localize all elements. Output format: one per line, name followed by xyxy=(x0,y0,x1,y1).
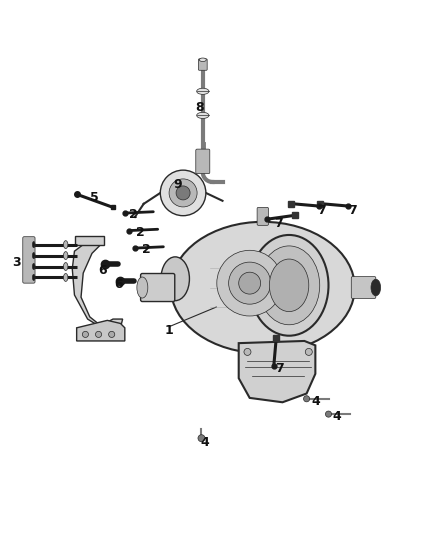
Ellipse shape xyxy=(197,88,209,94)
Circle shape xyxy=(229,262,271,304)
Ellipse shape xyxy=(199,58,206,61)
Text: 4: 4 xyxy=(311,395,320,408)
Circle shape xyxy=(176,186,190,200)
Ellipse shape xyxy=(137,277,148,298)
FancyBboxPatch shape xyxy=(23,237,35,283)
Polygon shape xyxy=(239,341,315,402)
Ellipse shape xyxy=(371,279,381,296)
Ellipse shape xyxy=(32,241,35,248)
Text: 6: 6 xyxy=(99,263,107,277)
Text: 7: 7 xyxy=(275,361,284,375)
Polygon shape xyxy=(77,320,125,341)
Circle shape xyxy=(239,272,261,294)
Circle shape xyxy=(169,179,197,207)
Ellipse shape xyxy=(64,252,68,260)
Ellipse shape xyxy=(197,112,209,118)
Ellipse shape xyxy=(171,222,355,353)
Ellipse shape xyxy=(250,235,328,336)
Text: 7: 7 xyxy=(318,204,326,217)
FancyBboxPatch shape xyxy=(198,59,207,70)
Circle shape xyxy=(109,332,115,337)
Circle shape xyxy=(217,251,283,316)
Text: 4: 4 xyxy=(200,436,209,449)
Circle shape xyxy=(325,411,332,417)
Polygon shape xyxy=(75,236,104,245)
Ellipse shape xyxy=(258,246,320,325)
Text: 7: 7 xyxy=(274,217,283,230)
Text: 1: 1 xyxy=(164,324,173,336)
Ellipse shape xyxy=(64,273,68,281)
Circle shape xyxy=(160,170,206,216)
FancyBboxPatch shape xyxy=(257,207,268,225)
Ellipse shape xyxy=(161,257,190,301)
Circle shape xyxy=(95,332,102,337)
Text: 8: 8 xyxy=(195,101,204,115)
FancyBboxPatch shape xyxy=(196,149,210,174)
Circle shape xyxy=(304,395,310,402)
Text: 4: 4 xyxy=(333,410,342,423)
Text: 6: 6 xyxy=(114,278,123,292)
Text: 2: 2 xyxy=(136,226,145,239)
Text: 3: 3 xyxy=(12,256,21,270)
Circle shape xyxy=(82,332,88,337)
Text: 2: 2 xyxy=(142,244,151,256)
Circle shape xyxy=(244,349,251,356)
Ellipse shape xyxy=(32,274,35,280)
FancyBboxPatch shape xyxy=(141,273,175,302)
Circle shape xyxy=(198,435,205,442)
Ellipse shape xyxy=(64,241,68,248)
Ellipse shape xyxy=(64,263,68,270)
Ellipse shape xyxy=(32,263,35,270)
FancyBboxPatch shape xyxy=(351,277,376,298)
Ellipse shape xyxy=(269,259,309,312)
Text: 2: 2 xyxy=(129,208,138,221)
Polygon shape xyxy=(72,245,123,330)
Text: 5: 5 xyxy=(90,191,99,204)
Text: 9: 9 xyxy=(173,177,182,191)
Ellipse shape xyxy=(32,253,35,259)
Circle shape xyxy=(305,349,312,356)
Text: 7: 7 xyxy=(348,204,357,217)
